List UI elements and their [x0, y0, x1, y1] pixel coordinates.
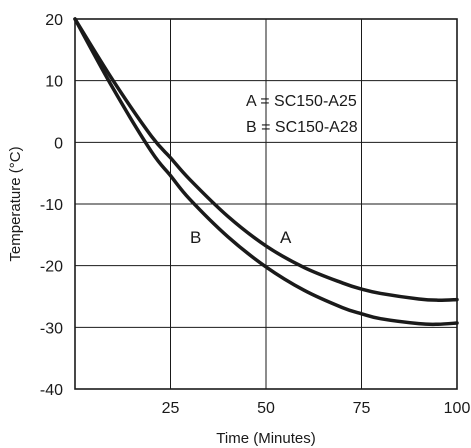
- x-tick-label: 75: [353, 400, 371, 417]
- series-line-a: [73, 17, 459, 302]
- y-axis-label: Temperature (°C): [7, 146, 24, 261]
- grid-lines: [75, 19, 457, 389]
- x-axis-label: Time (Minutes): [216, 430, 315, 447]
- series-line-b: [73, 17, 459, 327]
- x-tick-label: 50: [257, 400, 275, 417]
- y-tick-label: 20: [45, 12, 63, 29]
- series-lines: [73, 17, 459, 327]
- plot-frame: [74, 18, 458, 390]
- y-axis-ticks: 20 10 0 -10 -20 -30 -40: [40, 12, 63, 399]
- x-axis-ticks: 25 50 75 100: [162, 400, 471, 417]
- curve-label-a: A: [280, 228, 292, 247]
- y-tick-label: 0: [54, 135, 63, 152]
- y-tick-label: -10: [40, 197, 63, 214]
- y-tick-label: -20: [40, 259, 63, 276]
- y-tick-label: 10: [45, 74, 63, 91]
- x-tick-label: 25: [162, 400, 180, 417]
- legend-entry-b: B = SC150-A28: [246, 119, 358, 136]
- curve-label-b: B: [190, 228, 201, 247]
- y-tick-label: -40: [40, 382, 63, 399]
- y-tick-label: -30: [40, 320, 63, 337]
- x-tick-label: 100: [444, 400, 471, 417]
- legend-entry-a: A = SC150-A25: [246, 93, 357, 110]
